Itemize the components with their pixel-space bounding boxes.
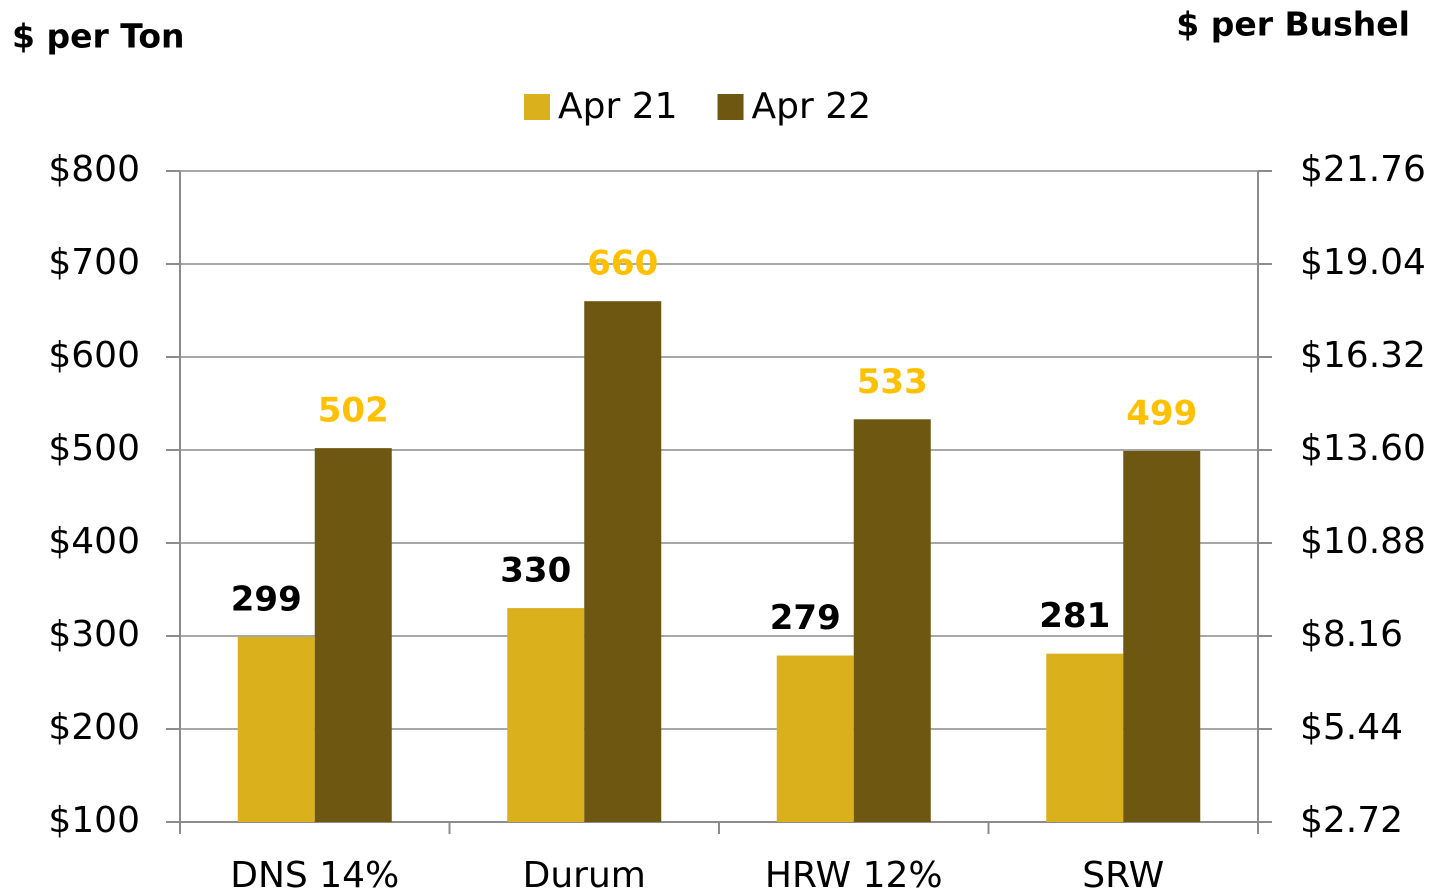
y-tick-label: $700 bbox=[48, 242, 140, 283]
x-tick-label: Durum bbox=[523, 855, 646, 896]
value-label: 533 bbox=[857, 362, 928, 402]
legend-label: Apr 22 bbox=[752, 86, 872, 127]
y2-tick-label: $10.88 bbox=[1300, 521, 1426, 562]
bar bbox=[1123, 450, 1201, 822]
bar bbox=[584, 301, 662, 822]
x-tick-label: SRW bbox=[1082, 855, 1164, 896]
y-tick-label: $800 bbox=[48, 149, 140, 190]
x-tick-label: HRW 12% bbox=[765, 855, 943, 896]
y2-tick-label: $19.04 bbox=[1300, 242, 1426, 283]
value-label: 299 bbox=[231, 579, 302, 619]
y2-tick-label: $13.60 bbox=[1300, 428, 1426, 469]
bar bbox=[314, 448, 392, 822]
value-label: 499 bbox=[1126, 393, 1197, 433]
y-tick-label: $500 bbox=[48, 428, 140, 469]
legend-swatch bbox=[524, 94, 550, 120]
legend-swatch bbox=[717, 94, 744, 120]
bar bbox=[237, 636, 315, 822]
value-label: 502 bbox=[318, 391, 389, 431]
y2-axis-title: $ per Bushel bbox=[1176, 5, 1410, 44]
y2-tick-label: $8.16 bbox=[1300, 614, 1403, 655]
y-tick-label: $600 bbox=[48, 335, 140, 376]
bar bbox=[853, 419, 931, 822]
legend-label: Apr 21 bbox=[558, 86, 678, 127]
y-tick-label: $200 bbox=[48, 707, 140, 748]
value-label: 281 bbox=[1039, 596, 1110, 636]
y-tick-label: $300 bbox=[48, 614, 140, 655]
y-tick-label: $400 bbox=[48, 521, 140, 562]
y2-tick-label: $16.32 bbox=[1300, 335, 1426, 376]
y-tick-label: $100 bbox=[48, 800, 140, 841]
value-label: 330 bbox=[500, 551, 571, 591]
y-axis-title: $ per Ton bbox=[12, 17, 185, 56]
bar bbox=[507, 608, 585, 822]
value-label: 660 bbox=[587, 244, 658, 284]
bar bbox=[1046, 653, 1124, 822]
x-tick-label: DNS 14% bbox=[230, 855, 399, 896]
y2-tick-label: $21.76 bbox=[1300, 149, 1426, 190]
y2-tick-label: $5.44 bbox=[1300, 707, 1403, 748]
bar bbox=[776, 655, 854, 822]
value-label: 279 bbox=[770, 598, 841, 638]
y2-tick-label: $2.72 bbox=[1300, 800, 1403, 841]
